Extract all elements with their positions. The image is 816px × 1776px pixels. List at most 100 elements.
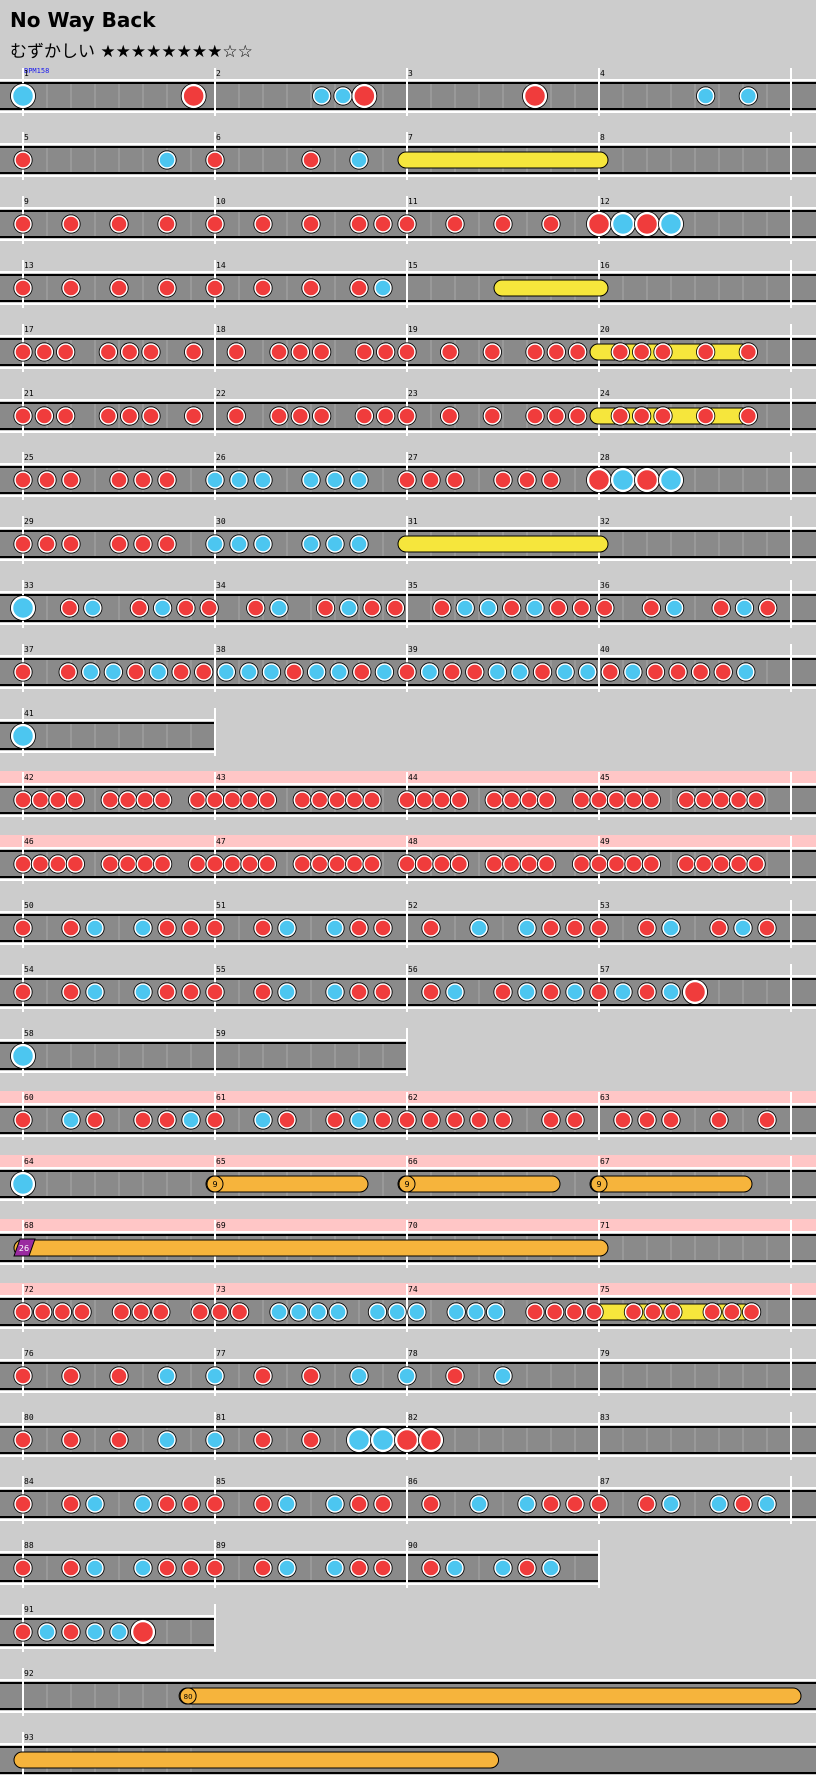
note-outline (711, 598, 731, 618)
measure-number: 1 (24, 69, 29, 78)
note-outline (339, 598, 359, 618)
measure-number: 92 (24, 1669, 34, 1678)
note-outline (493, 982, 513, 1002)
note-outline (349, 982, 369, 1002)
note-outline (746, 790, 766, 810)
don-note (566, 1111, 584, 1129)
note-outline (148, 662, 169, 682)
ka-note (350, 535, 368, 553)
measure-number: 28 (600, 453, 610, 462)
don-note (611, 407, 630, 425)
note-outline (257, 854, 277, 874)
note-outline (307, 662, 327, 682)
ka-note (182, 1111, 200, 1129)
ka-note (398, 1367, 416, 1385)
measure-number: 11 (408, 197, 418, 206)
drumroll-bar (13, 1751, 500, 1769)
note-outline (623, 1302, 644, 1322)
note-outline (548, 598, 568, 618)
ka-note (206, 1367, 224, 1385)
ka-note (420, 663, 439, 681)
don-note (363, 791, 381, 809)
note-outline (449, 854, 469, 874)
don-note (328, 855, 346, 873)
note-outline (109, 1366, 129, 1386)
note-outline (120, 406, 140, 426)
note-outline (34, 406, 54, 426)
note-outline (637, 1494, 657, 1514)
note-outline (37, 1622, 57, 1642)
note-outline (525, 1302, 545, 1322)
don-note (293, 855, 312, 873)
note-outline (440, 406, 460, 426)
don-note (526, 343, 544, 361)
don-note (374, 1495, 392, 1513)
don-note (590, 919, 608, 937)
note-outline (418, 1427, 444, 1453)
don-note (710, 919, 728, 937)
don-note (398, 791, 416, 809)
don-note (422, 1559, 440, 1577)
measure-number: 81 (216, 1413, 226, 1422)
note-outline (65, 790, 85, 810)
note-outline (13, 1430, 33, 1450)
note-outline (691, 662, 711, 682)
measure-number: 62 (408, 1093, 418, 1102)
ka-note (375, 663, 394, 681)
note-outline (374, 662, 395, 682)
note-outline (157, 278, 177, 298)
don-note (542, 1495, 560, 1513)
note-outline (277, 982, 297, 1002)
note-outline (312, 406, 332, 426)
note-outline (277, 1494, 297, 1514)
note-outline (13, 1110, 33, 1130)
note-outline (157, 1494, 177, 1514)
ka-note (710, 1495, 728, 1513)
note-outline (568, 342, 588, 362)
don-note (153, 791, 172, 809)
don-note (246, 599, 265, 617)
don-note (537, 791, 556, 809)
note-outline (589, 918, 609, 938)
note-outline (469, 1494, 489, 1514)
note-outline (482, 406, 502, 426)
note-outline (541, 1110, 561, 1130)
note-outline (658, 211, 684, 237)
don-note (526, 1303, 544, 1321)
measure-number: 76 (24, 1349, 34, 1358)
balloon-note (206, 1175, 224, 1193)
ka-note (302, 471, 320, 489)
don-note (470, 1111, 488, 1129)
don-note (241, 855, 259, 873)
measure-number: 84 (24, 1477, 34, 1486)
star-rating: ★★★★★★★★☆☆ (100, 42, 253, 62)
don-note (398, 215, 416, 233)
don-note (350, 919, 368, 937)
don-note (485, 855, 504, 873)
don-note (542, 919, 560, 937)
measure-number: 8 (600, 133, 605, 142)
note-outline (205, 150, 225, 170)
don-note (291, 343, 310, 361)
don-note (254, 1431, 272, 1449)
ka-note (518, 1495, 536, 1513)
kusudama-note (13, 1238, 36, 1257)
measure-number: 87 (600, 1477, 610, 1486)
don-note (734, 1495, 752, 1513)
don-note (646, 663, 665, 681)
ka-note (518, 983, 536, 1001)
don-note (206, 215, 224, 233)
ka-note (446, 983, 464, 1001)
measure-number: 38 (216, 645, 226, 654)
note-outline (445, 1366, 465, 1386)
don-note (14, 1111, 32, 1129)
note-outline (253, 918, 273, 938)
note-outline (301, 150, 321, 170)
big-don-note (634, 467, 660, 493)
don-note (110, 215, 128, 233)
note-outline (442, 662, 462, 682)
note-outline (445, 214, 465, 234)
note-outline (85, 1558, 105, 1578)
note-outline (253, 1494, 273, 1514)
don-note (638, 1111, 656, 1129)
